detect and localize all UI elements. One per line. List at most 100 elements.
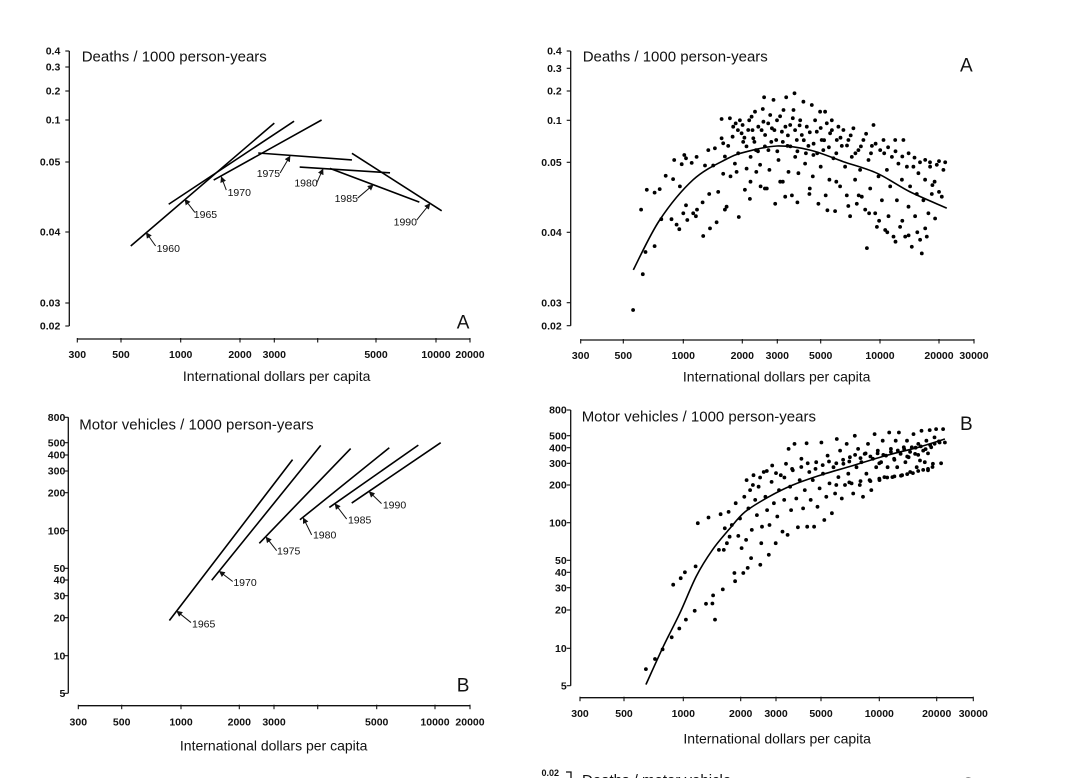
data-point xyxy=(772,501,776,506)
data-point xyxy=(943,160,948,165)
data-point xyxy=(669,217,674,222)
data-point xyxy=(751,136,756,141)
data-point xyxy=(732,571,737,575)
data-point xyxy=(792,91,797,96)
data-point xyxy=(918,160,922,165)
data-point xyxy=(693,564,698,569)
data-point xyxy=(813,118,817,123)
data-point xyxy=(710,601,715,606)
y-tick-label: 0.4 xyxy=(46,46,61,58)
data-point xyxy=(900,154,905,159)
data-point xyxy=(767,523,772,527)
y-tick-label: 10 xyxy=(54,650,66,662)
data-point xyxy=(740,123,745,127)
x-tick-label: 5000 xyxy=(365,716,389,728)
data-point xyxy=(934,427,938,431)
data-point xyxy=(845,143,849,148)
data-point xyxy=(885,230,890,235)
data-point xyxy=(923,226,928,231)
data-point xyxy=(838,135,843,140)
fit-curve xyxy=(632,145,948,271)
data-point xyxy=(744,144,749,149)
data-point xyxy=(818,109,822,114)
data-point xyxy=(905,164,909,169)
data-point xyxy=(803,161,807,166)
y-tick-label: 0.04 xyxy=(541,227,562,239)
data-point xyxy=(677,227,682,232)
data-point xyxy=(931,461,935,466)
data-point xyxy=(773,541,778,546)
data-point xyxy=(748,488,752,492)
data-point xyxy=(746,128,751,132)
y-tick-label: 0.03 xyxy=(541,297,562,309)
data-point xyxy=(814,129,819,134)
data-point xyxy=(728,174,733,179)
data-point xyxy=(813,467,818,471)
data-point xyxy=(797,478,802,482)
data-point xyxy=(754,170,759,174)
series-line-1980 xyxy=(299,166,391,174)
data-point xyxy=(875,225,879,229)
data-point xyxy=(921,468,926,472)
data-point xyxy=(847,480,852,485)
series-line-1960 xyxy=(130,122,275,247)
data-point xyxy=(703,163,707,168)
data-point xyxy=(859,144,863,149)
data-point xyxy=(756,149,760,154)
y-tick-label: 0.02 xyxy=(40,321,61,333)
data-point xyxy=(868,479,873,483)
data-point xyxy=(761,119,766,124)
data-point xyxy=(663,173,668,178)
data-point xyxy=(724,204,729,209)
series-line-1985 xyxy=(329,167,420,203)
data-point xyxy=(725,541,729,546)
data-point xyxy=(857,483,862,487)
data-point xyxy=(801,506,805,511)
data-point xyxy=(859,194,864,199)
x-tick-label: 1000 xyxy=(672,708,696,720)
data-point xyxy=(893,138,898,142)
x-tick-label: 30000 xyxy=(959,350,988,362)
data-point xyxy=(749,556,753,560)
y-tick-label: 0.3 xyxy=(547,63,562,75)
y-tick-label: 30 xyxy=(54,590,66,602)
data-point xyxy=(905,454,910,459)
y-tick-label: 30 xyxy=(555,582,567,594)
data-point xyxy=(817,486,822,491)
data-point xyxy=(640,272,645,277)
data-point xyxy=(851,491,856,496)
data-point xyxy=(758,184,763,189)
data-point xyxy=(853,177,857,182)
data-point xyxy=(827,177,832,182)
data-point xyxy=(919,428,924,433)
data-point xyxy=(844,193,849,198)
data-point xyxy=(937,190,941,194)
data-point xyxy=(893,239,898,244)
data-point xyxy=(672,158,677,162)
data-point xyxy=(652,190,657,195)
data-point xyxy=(736,534,741,538)
x-tick-label: 5000 xyxy=(809,708,833,720)
data-point xyxy=(868,186,873,191)
y-tick-label: 5 xyxy=(59,688,65,700)
x-tick-label: 300 xyxy=(571,708,589,720)
data-point xyxy=(901,138,906,142)
annotation-arrow-icon xyxy=(218,570,234,582)
data-point xyxy=(741,571,746,575)
data-point xyxy=(691,211,696,216)
data-point xyxy=(922,460,927,465)
data-point xyxy=(908,184,912,189)
data-point xyxy=(758,475,762,480)
y-tick-label: 20 xyxy=(555,605,567,617)
data-point xyxy=(856,447,860,451)
data-point xyxy=(872,432,877,436)
data-point xyxy=(878,148,883,153)
series-line-1980 xyxy=(299,447,390,521)
data-point xyxy=(848,133,853,138)
data-point xyxy=(863,451,868,456)
data-point xyxy=(806,144,811,148)
data-point xyxy=(771,98,776,102)
y-axis-line xyxy=(566,771,572,778)
x-tick-label: 1000 xyxy=(169,716,193,728)
series-year-label: 1985 xyxy=(348,514,372,526)
